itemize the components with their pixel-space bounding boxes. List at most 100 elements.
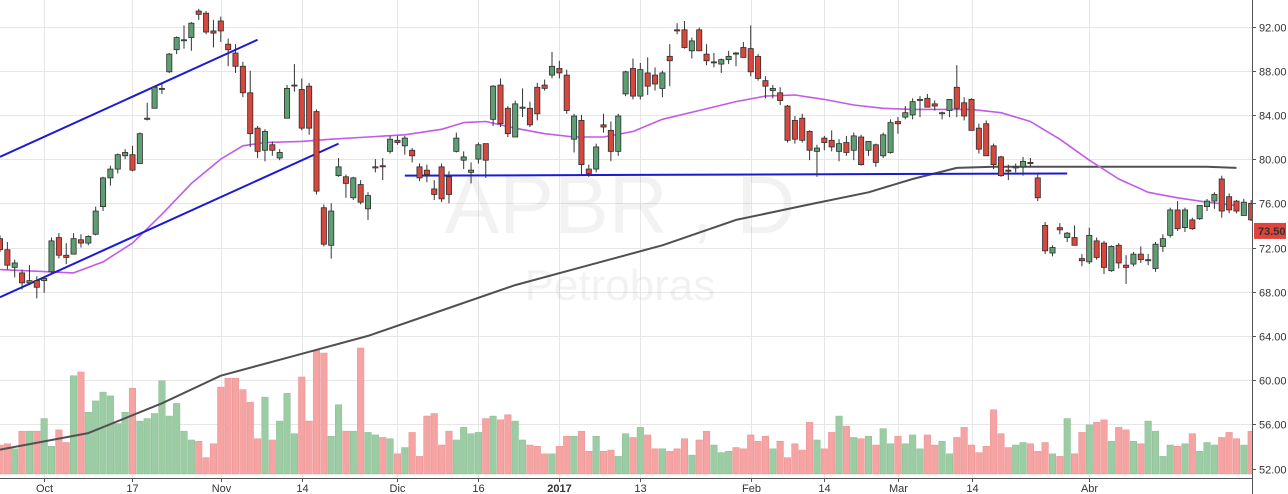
volume-bar [1048, 453, 1057, 475]
candle-body [158, 87, 165, 90]
candle [26, 265, 33, 286]
candle [19, 269, 26, 290]
candle-body [232, 52, 239, 67]
candle-body [357, 184, 364, 203]
candle [144, 102, 151, 121]
candle-body [755, 55, 762, 79]
volume-bar [894, 435, 902, 475]
candle-body [475, 144, 482, 160]
volume-bar [1166, 444, 1174, 475]
volume-bar [533, 446, 541, 475]
candle [136, 132, 143, 164]
trendline [404, 172, 1068, 177]
candle-body [659, 72, 666, 89]
candle [990, 143, 997, 170]
volume-bar [1012, 444, 1020, 475]
candle-body [504, 107, 511, 135]
volume-bar [658, 448, 666, 475]
candle [571, 113, 578, 153]
volume-bar [555, 446, 563, 475]
candle [1152, 241, 1159, 272]
candle-body [652, 74, 659, 85]
volume-bar [909, 434, 917, 475]
candle [276, 149, 283, 161]
candle-body [953, 86, 960, 109]
volume-bar [1196, 451, 1204, 475]
candle [1123, 255, 1130, 284]
sma-short-line [0, 94, 1237, 274]
volume-bar [923, 434, 931, 475]
volume-bar [607, 449, 615, 475]
time-axis[interactable]: Oct 17 Nov 14 Dic 16 2017 13 Feb 14 Mar 14 Abr [0, 478, 1252, 494]
candle [600, 113, 607, 133]
candle-body [291, 84, 298, 87]
candle [284, 85, 291, 119]
candle-body [482, 143, 489, 161]
volume-bar [938, 440, 946, 475]
volume-bar [1174, 446, 1182, 475]
volume-bar [99, 391, 107, 475]
time-tick-label: Oct [36, 483, 53, 494]
candle [1196, 205, 1203, 220]
volume-bar [106, 395, 114, 475]
candle [813, 144, 820, 177]
time-tick-label: 16 [472, 483, 484, 494]
candle-body [173, 37, 180, 51]
volume-bar [864, 435, 873, 475]
volume-bar [254, 438, 262, 475]
candle [1020, 156, 1027, 176]
volume-bar [209, 443, 217, 475]
volume-bar [438, 444, 446, 475]
volume-bar [217, 386, 225, 475]
volume-bar [975, 452, 983, 475]
volume-bar [1218, 437, 1226, 475]
candle-body [1078, 258, 1085, 262]
candle [92, 206, 99, 236]
time-tick-label: 17 [126, 483, 138, 494]
candle-body [1211, 194, 1218, 202]
candle [688, 37, 695, 59]
candle [1240, 198, 1247, 216]
price-tick-label: 80.00 [1259, 155, 1287, 167]
price-tick-label: 56.00 [1259, 420, 1287, 432]
volume-bar [128, 388, 137, 475]
candle [1167, 207, 1174, 238]
volume-bar [393, 453, 401, 475]
candle [997, 155, 1004, 177]
volume-bar [680, 438, 689, 475]
candle-body [438, 166, 445, 200]
candle [490, 85, 497, 126]
candle-body [239, 65, 246, 94]
volume-bar [423, 415, 431, 475]
moving-average-short [0, 94, 1237, 274]
volume-bar [305, 420, 313, 475]
candle [70, 233, 77, 255]
candle-body [85, 236, 92, 244]
candle-body [997, 156, 1004, 177]
candle-body [1196, 205, 1203, 220]
candle [217, 16, 224, 42]
candle [1189, 217, 1196, 230]
candle [180, 25, 187, 49]
candle [718, 58, 725, 73]
candle-body [526, 107, 533, 126]
price-axis[interactable]: 52.00 56.00 60.00 64.00 68.00 72.00 76.00 80.00… [1252, 0, 1288, 494]
candle [41, 276, 48, 293]
candle [372, 159, 379, 173]
volume-bar [55, 429, 63, 475]
candle-body [541, 84, 548, 89]
candle-body [961, 102, 968, 117]
candle [975, 123, 982, 154]
volume-bar [732, 447, 740, 475]
candle [725, 50, 732, 65]
volume-bar [92, 400, 100, 475]
last-price-marker: 73.50 [1254, 222, 1286, 239]
time-tick-label: Mar [889, 483, 908, 494]
candle-body [902, 112, 909, 118]
price-tick-label: 68.00 [1259, 288, 1287, 300]
candle-body [188, 22, 195, 38]
candle [924, 93, 931, 108]
volume-bar [592, 435, 600, 475]
candle [1049, 245, 1056, 257]
